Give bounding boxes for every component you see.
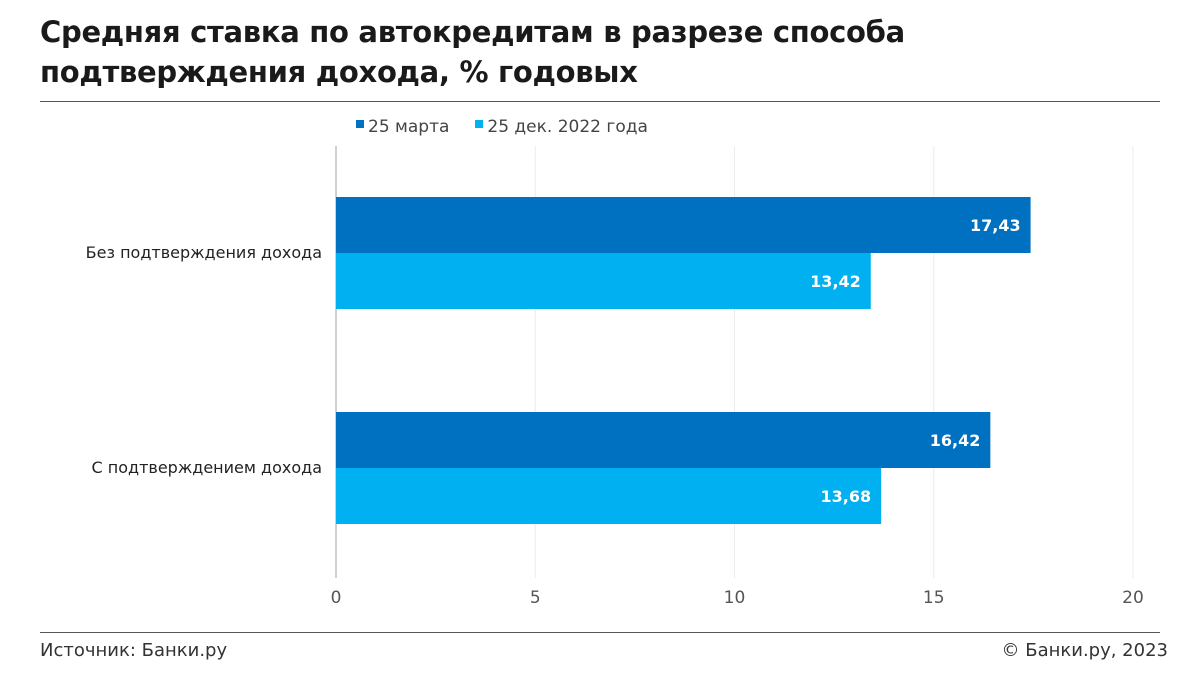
bar [336, 468, 882, 524]
x-tick-label: 20 [1122, 588, 1144, 608]
data-label: 17,43 [970, 216, 1021, 235]
chart-title: Средняя ставка по автокредитам в разрезе… [40, 12, 905, 92]
footer-divider [40, 632, 1160, 633]
legend: 25 марта 25 дек. 2022 года [356, 117, 648, 137]
data-label: 16,42 [930, 431, 981, 450]
title-divider [40, 101, 1160, 102]
legend-item-series-2: 25 дек. 2022 года [475, 117, 648, 137]
x-tick-label: 15 [923, 588, 945, 608]
bar [336, 197, 1031, 253]
x-tick-label: 5 [530, 588, 541, 608]
legend-label: 25 марта [368, 117, 450, 137]
data-label: 13,42 [810, 272, 861, 291]
legend-swatch [356, 120, 364, 128]
x-tick-label: 10 [724, 588, 746, 608]
title-line-2: подтверждения дохода, % годовых [40, 55, 638, 89]
category-label: С подтверждением дохода [91, 458, 322, 477]
category-label: Без подтверждения дохода [85, 243, 322, 262]
x-tick-label: 0 [331, 588, 342, 608]
legend-label: 25 дек. 2022 года [487, 117, 648, 137]
title-line-1: Средняя ставка по автокредитам в разрезе… [40, 15, 905, 49]
bar [336, 253, 871, 309]
bar [336, 412, 991, 468]
legend-item-series-1: 25 марта [356, 117, 449, 137]
source-note: Источник: Банки.ру [40, 640, 228, 661]
data-label: 13,68 [821, 487, 872, 506]
legend-swatch [475, 120, 484, 128]
copyright-note: © Банки.ру, 2023 [1001, 640, 1169, 661]
